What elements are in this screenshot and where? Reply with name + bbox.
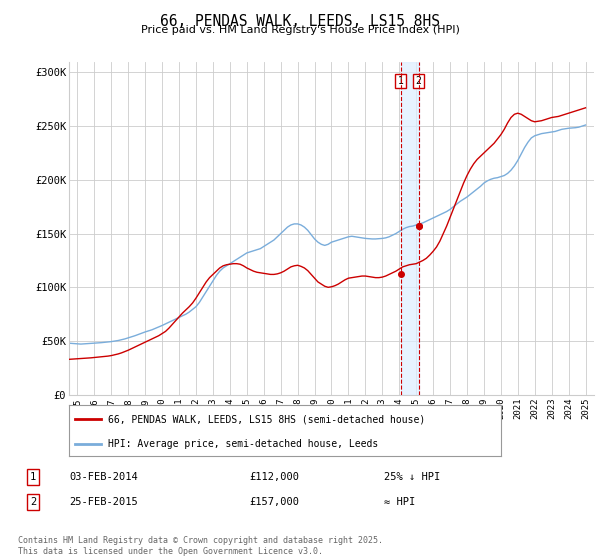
Text: Price paid vs. HM Land Registry's House Price Index (HPI): Price paid vs. HM Land Registry's House … <box>140 25 460 35</box>
Text: 03-FEB-2014: 03-FEB-2014 <box>69 472 138 482</box>
Text: ≈ HPI: ≈ HPI <box>384 497 415 507</box>
Text: 1: 1 <box>398 76 404 86</box>
Bar <box>401 62 419 395</box>
Text: 66, PENDAS WALK, LEEDS, LS15 8HS: 66, PENDAS WALK, LEEDS, LS15 8HS <box>160 14 440 29</box>
Text: Contains HM Land Registry data © Crown copyright and database right 2025.
This d: Contains HM Land Registry data © Crown c… <box>18 536 383 556</box>
Text: 2: 2 <box>30 497 36 507</box>
Text: 1: 1 <box>30 472 36 482</box>
Text: 2: 2 <box>416 76 422 86</box>
Text: HPI: Average price, semi-detached house, Leeds: HPI: Average price, semi-detached house,… <box>108 438 378 449</box>
Text: £157,000: £157,000 <box>249 497 299 507</box>
Text: 25% ↓ HPI: 25% ↓ HPI <box>384 472 440 482</box>
Text: 66, PENDAS WALK, LEEDS, LS15 8HS (semi-detached house): 66, PENDAS WALK, LEEDS, LS15 8HS (semi-d… <box>108 414 425 424</box>
Text: £112,000: £112,000 <box>249 472 299 482</box>
Text: 25-FEB-2015: 25-FEB-2015 <box>69 497 138 507</box>
